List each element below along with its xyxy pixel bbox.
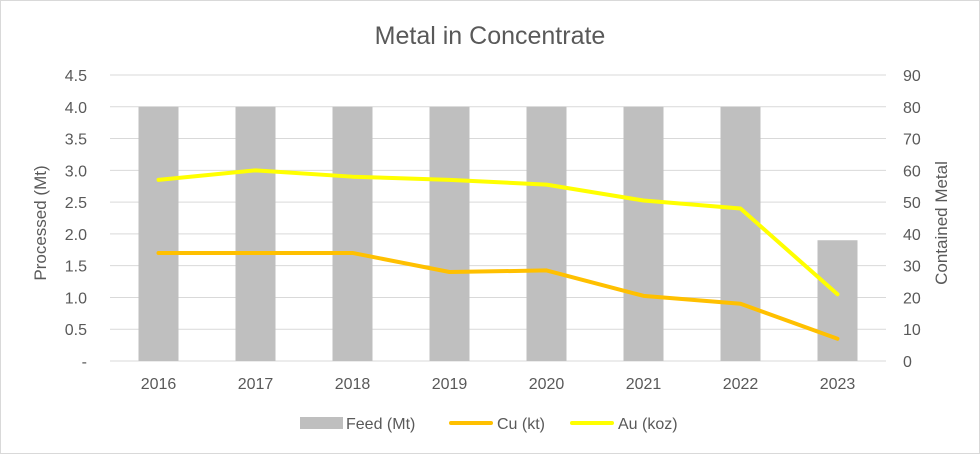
x-tick-label: 2019 bbox=[432, 376, 468, 393]
left-tick-label: 4.0 bbox=[65, 100, 87, 117]
legend-label: Feed (Mt) bbox=[346, 416, 415, 433]
x-tick-label: 2017 bbox=[238, 376, 274, 393]
feed-bar bbox=[720, 106, 761, 362]
right-axis-ticks: 0 10 20 30 40 50 60 70 80 90 bbox=[903, 68, 921, 371]
right-axis-title: Contained Metal bbox=[932, 161, 951, 285]
right-tick-label: 70 bbox=[903, 132, 921, 149]
right-tick-label: 30 bbox=[903, 259, 921, 276]
left-tick-label: 3.0 bbox=[65, 163, 87, 180]
feed-bar bbox=[235, 106, 276, 362]
gridlines bbox=[110, 74, 886, 362]
right-tick-label: 50 bbox=[903, 195, 921, 212]
right-tick-label: 10 bbox=[903, 322, 921, 339]
feed-bar bbox=[429, 106, 470, 362]
left-axis-ticks: - 0.5 1.0 1.5 2.0 2.5 3.0 3.5 4.0 4.5 bbox=[65, 68, 87, 371]
x-tick-label: 2022 bbox=[723, 376, 759, 393]
legend: Feed (Mt) Cu (kt) Au (koz) bbox=[300, 416, 678, 433]
left-tick-label: - bbox=[82, 354, 87, 371]
cu-line bbox=[156, 250, 840, 341]
x-tick-label: 2016 bbox=[141, 376, 177, 393]
left-axis-title: Processed (Mt) bbox=[31, 165, 50, 280]
legend-swatch-feed bbox=[300, 417, 343, 429]
left-tick-label: 1.0 bbox=[65, 290, 87, 307]
right-tick-label: 40 bbox=[903, 227, 921, 244]
feed-bar bbox=[526, 106, 567, 362]
left-tick-label: 2.0 bbox=[65, 227, 87, 244]
right-tick-label: 20 bbox=[903, 290, 921, 307]
x-tick-label: 2021 bbox=[626, 376, 662, 393]
right-tick-label: 90 bbox=[903, 68, 921, 85]
right-tick-label: 0 bbox=[903, 354, 912, 371]
au-line bbox=[156, 168, 840, 297]
x-tick-label: 2018 bbox=[335, 376, 371, 393]
line-series bbox=[156, 168, 840, 341]
left-tick-label: 1.5 bbox=[65, 259, 87, 276]
feed-bar bbox=[817, 240, 858, 361]
legend-label: Cu (kt) bbox=[497, 416, 545, 433]
x-tick-label: 2020 bbox=[529, 376, 565, 393]
x-tick-label: 2023 bbox=[820, 376, 856, 393]
feed-bar bbox=[332, 106, 373, 362]
left-tick-label: 4.5 bbox=[65, 68, 87, 85]
x-axis-ticks: 2016 2017 2018 2019 2020 2021 2022 2023 bbox=[141, 376, 856, 393]
feed-bar bbox=[623, 106, 664, 362]
legend-label: Au (koz) bbox=[618, 416, 678, 433]
right-tick-label: 80 bbox=[903, 100, 921, 117]
left-tick-label: 0.5 bbox=[65, 322, 87, 339]
chart-title: Metal in Concentrate bbox=[375, 22, 606, 50]
right-tick-label: 60 bbox=[903, 163, 921, 180]
feed-bar bbox=[138, 106, 179, 362]
left-tick-label: 2.5 bbox=[65, 195, 87, 212]
left-tick-label: 3.5 bbox=[65, 132, 87, 149]
bar-series bbox=[138, 106, 858, 362]
